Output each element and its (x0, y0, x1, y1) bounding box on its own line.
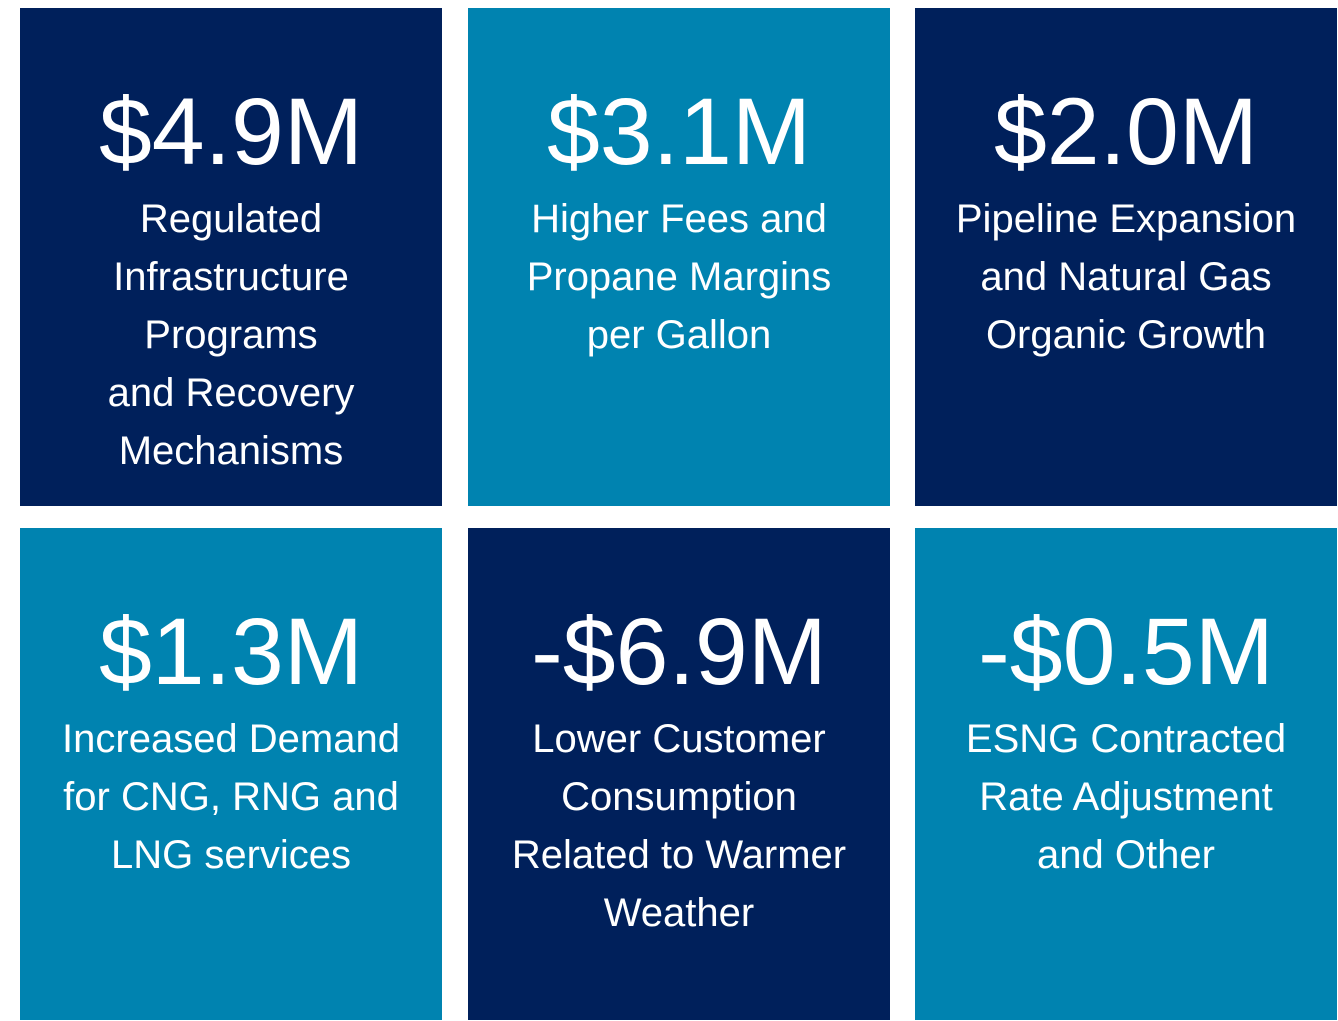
label-line: for CNG, RNG and (63, 775, 399, 819)
label-line: Regulated (139, 197, 323, 241)
tile-label: Regulated Infrastructure Programs and Recov… (14, 190, 448, 480)
tile: -$0.5M ESNG Contracted Rate Adjustment and … (915, 528, 1337, 1020)
tile-label: Increased Demand for CNG, RNG and LNG serv… (14, 710, 448, 884)
label-line: Lower Customer (532, 717, 826, 761)
label-line: and Recovery (107, 371, 355, 415)
tile-value: $1.3M (98, 599, 364, 705)
label-line: Infrastructure (113, 255, 349, 299)
tile: $1.3M Increased Demand for CNG, RNG and LNG… (20, 528, 442, 1020)
tile-label: Lower Customer Consumption Related to Warm… (462, 710, 896, 942)
tile-value: $3.1M (546, 79, 812, 185)
label-line: Rate Adjustment (979, 775, 1273, 819)
label-line: and Other (1037, 833, 1215, 877)
label-line: Organic Growth (985, 313, 1267, 357)
label-line: Related to Warmer (511, 833, 847, 877)
tile-value: -$6.9M (531, 599, 827, 705)
label-line: and Natural Gas (980, 255, 1272, 299)
tile-value: $2.0M (993, 79, 1259, 185)
tile: $4.9M Regulated Infrastructure Programs and … (20, 8, 442, 506)
label-line: Consumption (561, 775, 797, 819)
tile-label: ESNG Contracted Rate Adjustment and Other (909, 710, 1338, 884)
tile-label: Higher Fees and Propane Margins per Gallon (462, 190, 896, 364)
tile: $3.1M Higher Fees and Propane Margins per G… (468, 8, 890, 506)
label-line: LNG services (110, 833, 352, 877)
label-line: Pipeline Expansion (955, 197, 1297, 241)
label-line: Weather (603, 891, 755, 935)
tile-value: $4.9M (98, 79, 364, 185)
label-line: per Gallon (586, 313, 772, 357)
label-line: ESNG Contracted (965, 717, 1287, 761)
label-line: Mechanisms (118, 429, 344, 473)
label-line: Increased Demand (62, 717, 400, 761)
label-line: Propane Margins (526, 255, 832, 299)
tile-label: Pipeline Expansion and Natural Gas Organic… (909, 190, 1338, 364)
tile-value: -$0.5M (978, 599, 1274, 705)
tile: $2.0M Pipeline Expansion and Natural Gas Or… (915, 8, 1337, 506)
label-line: Programs (144, 313, 318, 357)
tile: -$6.9M Lower Customer Consumption Related t… (468, 528, 890, 1020)
label-line: Higher Fees and (531, 197, 827, 241)
